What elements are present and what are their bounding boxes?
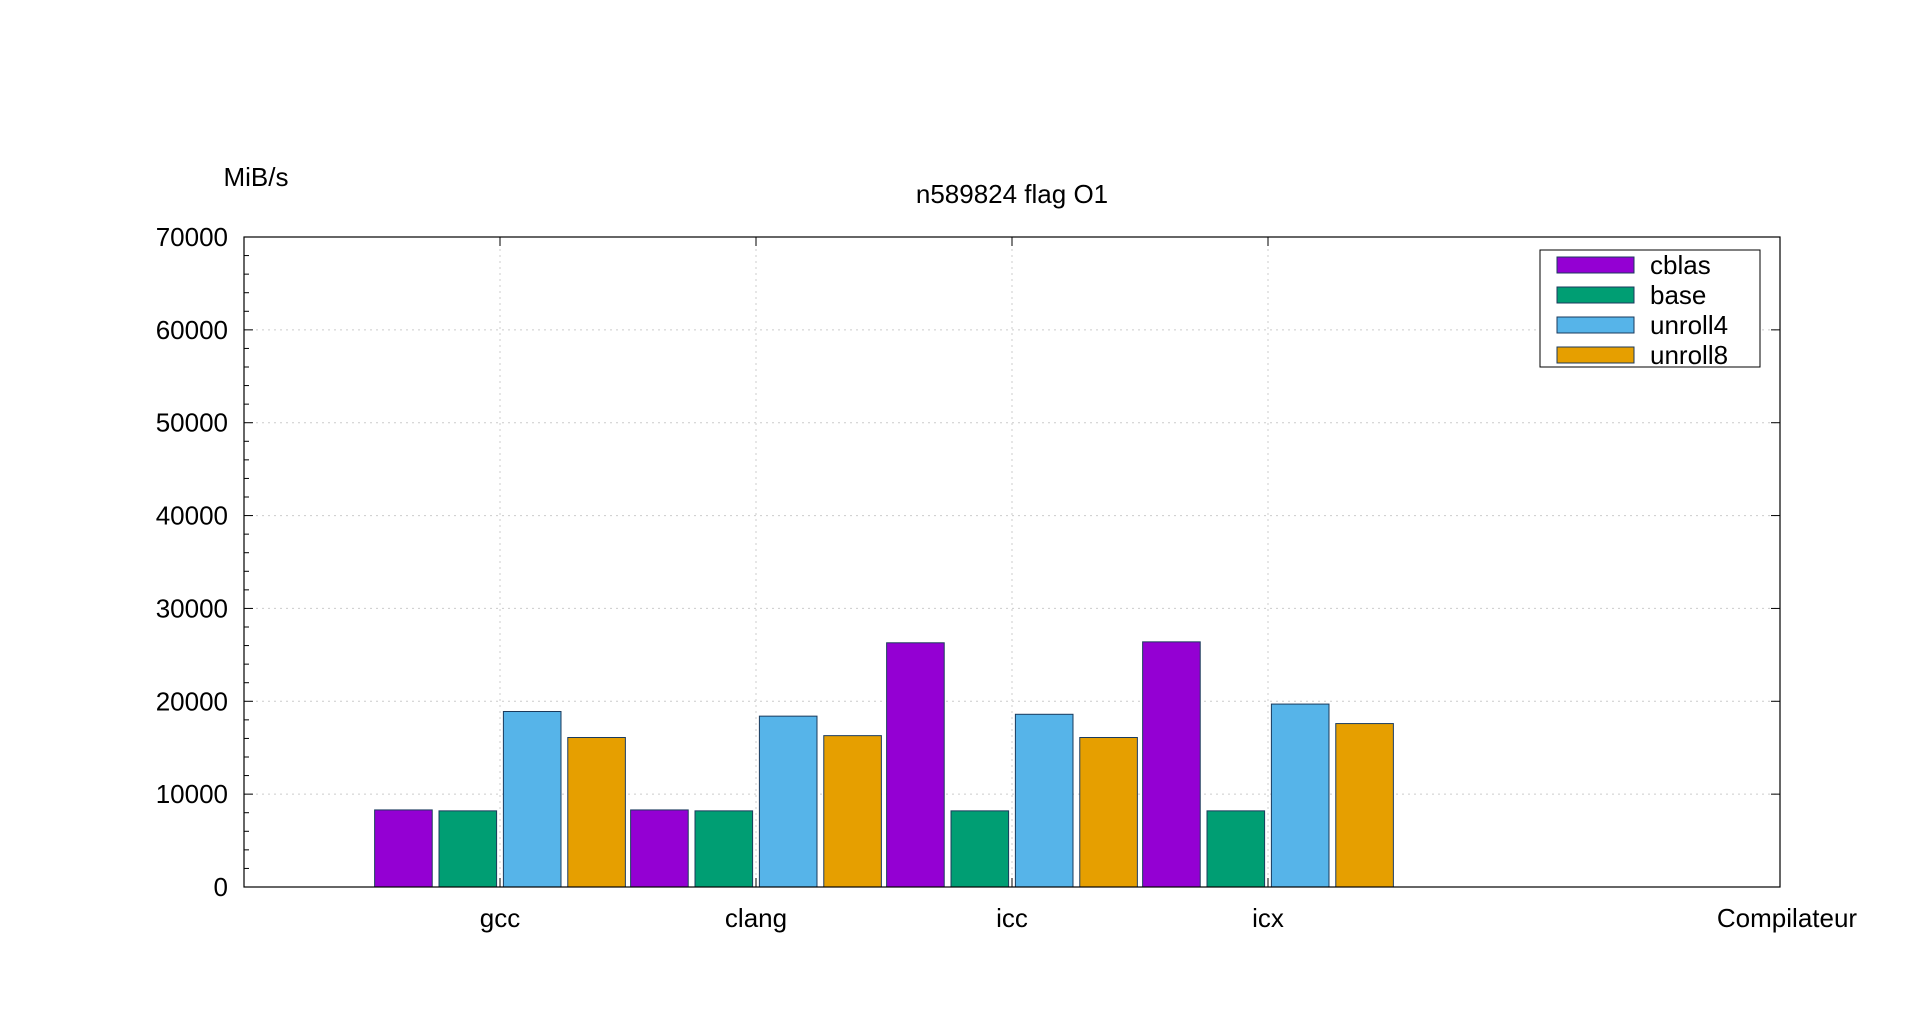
legend-swatch-unroll4 xyxy=(1556,316,1635,334)
bar-cblas-gcc xyxy=(374,809,433,888)
legend-label-base: base xyxy=(1650,280,1706,310)
y-tick-label: 50000 xyxy=(156,408,228,438)
bar-cblas-icc xyxy=(886,642,945,888)
y-tick-label: 20000 xyxy=(156,686,228,716)
bar-cblas-icx xyxy=(1142,641,1201,888)
bar-unroll8-icx xyxy=(1335,723,1394,888)
bar-base-icx xyxy=(1206,810,1266,888)
bar-unroll4-icc xyxy=(1014,713,1074,888)
chart-title: n589824 flag O1 xyxy=(916,179,1108,209)
bars xyxy=(374,641,1394,888)
y-axis-label: MiB/s xyxy=(224,162,289,192)
bar-cblas-clang xyxy=(630,809,689,888)
bar-base-icc xyxy=(950,810,1010,888)
x-tick-label: icc xyxy=(996,903,1028,933)
y-tick-labels: 0 10000 20000 30000 40000 50000 60000 70000 xyxy=(156,222,228,902)
y-tick-label: 60000 xyxy=(156,315,228,345)
bar-base-clang xyxy=(694,810,754,888)
legend-swatch-cblas xyxy=(1556,256,1635,274)
x-tick-label: icx xyxy=(1252,903,1284,933)
x-tick-label: gcc xyxy=(480,903,520,933)
y-tick-label: 10000 xyxy=(156,779,228,809)
bar-unroll8-icc xyxy=(1079,737,1138,888)
y-tick-label: 30000 xyxy=(156,593,228,623)
y-tick-label: 0 xyxy=(214,872,228,902)
bar-unroll4-icx xyxy=(1270,703,1330,888)
legend-swatch-unroll8 xyxy=(1556,346,1635,364)
y-tick-label: 40000 xyxy=(156,501,228,531)
bar-unroll8-clang xyxy=(823,735,882,888)
y-tick-label: 70000 xyxy=(156,222,228,252)
legend-label-unroll8: unroll8 xyxy=(1650,340,1728,370)
x-tick-label: clang xyxy=(725,903,787,933)
plot-frame xyxy=(243,236,1781,888)
legend-label-cblas: cblas xyxy=(1650,250,1711,280)
bar-unroll4-clang xyxy=(758,715,818,888)
legend-swatch-base xyxy=(1556,286,1635,304)
grid-lines xyxy=(244,237,1780,887)
x-tick-labels: gcc clang icc icx xyxy=(480,903,1284,933)
bar-unroll4-gcc xyxy=(502,711,562,888)
legend-label-unroll4: unroll4 xyxy=(1650,310,1728,340)
bar-base-gcc xyxy=(438,810,498,888)
x-axis-label: Compilateur xyxy=(1717,903,1858,933)
bar-unroll8-gcc xyxy=(567,737,626,888)
